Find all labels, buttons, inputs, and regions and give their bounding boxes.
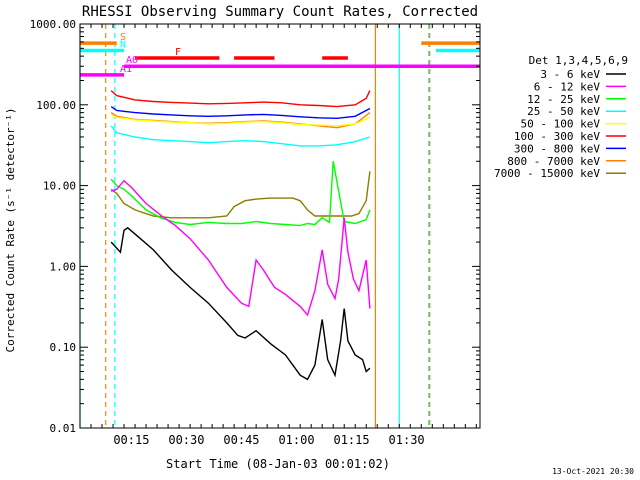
legend-entry-label: 25 - 50 keV [527,105,600,118]
legend-entry-label: 100 - 300 keV [514,130,600,143]
legend-entry-label: 50 - 100 keV [521,118,601,131]
x-axis-label: Start Time (08-Jan-03 00:01:02) [166,457,390,471]
legend-entry-label: 6 - 12 keV [534,80,601,93]
series-line-12-25-kev [110,161,371,227]
legend-entry-label: 3 - 6 keV [540,68,600,81]
series-line-50-100-kev [110,114,371,127]
legend-entry-label: 7000 - 15000 keV [494,167,600,180]
series-line-300-800-kev [110,106,371,120]
y-tick-label: 10.00 [43,180,76,193]
series-line-3-6-kev [110,226,371,381]
y-tick-label: 0.01 [50,422,77,435]
flag-label-n: N [120,39,126,50]
y-tick-label: 1.00 [50,260,77,273]
x-tick-label: 01:30 [389,433,425,447]
y-tick-label: 1000.00 [30,18,76,31]
x-tick-label: 01:00 [278,433,314,447]
x-tick-label: 00:30 [168,433,204,447]
chart-title: RHESSI Observing Summary Count Rates, Co… [82,4,478,20]
y-axis-label: Corrected Count Rate (s⁻¹ detector⁻¹) [4,107,17,352]
legend-entry-label: 12 - 25 keV [527,93,600,106]
series-line-100-300-kev [110,90,371,108]
flag-label-s: S [120,32,126,43]
y-tick-label: 100.00 [36,99,76,112]
flag-label-a1: A1 [120,64,132,75]
plot-frame [79,23,481,429]
flag-label-f: F [175,47,181,58]
series-line-7000-15000-kev [110,171,371,219]
legend-entry-label: 800 - 7000 keV [507,155,600,168]
legend-detectors-label: Det 1,3,4,5,6,9 [529,54,628,67]
series-line-6-12-kev [110,179,371,317]
footer-timestamp: 13-Oct-2021 20:30 [552,467,634,476]
series-line-25-50-kev [110,125,371,147]
x-tick-label: 01:15 [333,433,369,447]
legend-entry-label: 300 - 800 keV [514,142,600,155]
flag-label-a0: A0 [126,55,138,66]
y-tick-label: 0.10 [50,341,77,354]
x-tick-label: 00:45 [223,433,259,447]
x-tick-label: 00:15 [113,433,149,447]
